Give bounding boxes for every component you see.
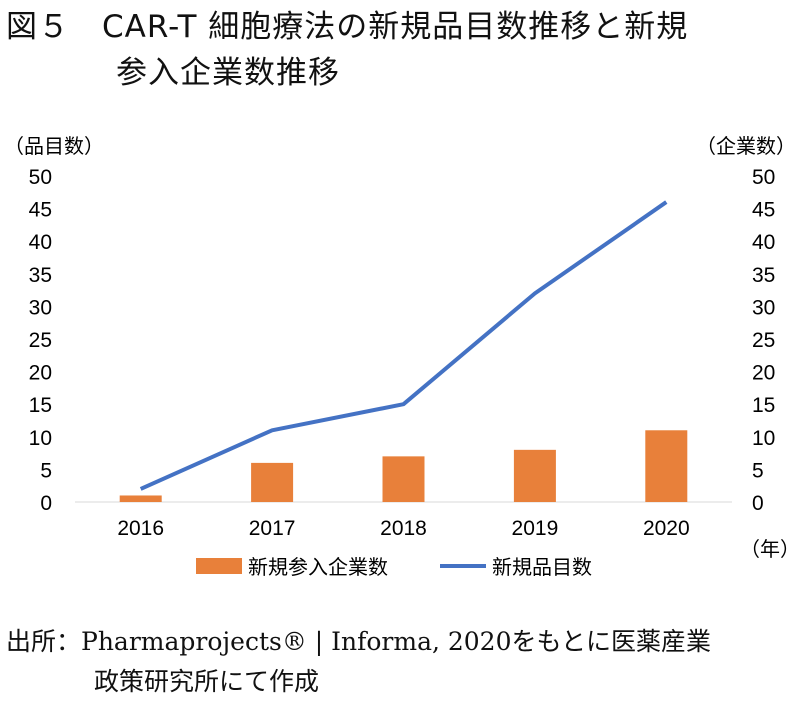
source-note: 出所：Pharmaprojects® | Informa, 2020をもとに医薬…	[6, 622, 711, 702]
x-tick-label: 2016	[117, 517, 164, 540]
right-tick-label: 15	[752, 394, 775, 417]
left-tick-label: 45	[29, 199, 52, 222]
left-tick-label: 5	[40, 459, 52, 482]
right-tick-label: 25	[752, 329, 775, 352]
x-tick-label: 2017	[249, 517, 296, 540]
right-tick-label: 30	[752, 296, 775, 319]
left-tick-label: 20	[29, 362, 52, 385]
source-line-2: 政策研究所にて作成	[94, 667, 320, 696]
left-tick-label: 25	[29, 329, 52, 352]
x-tick-label: 2018	[380, 517, 427, 540]
right-tick-label: 40	[752, 231, 775, 254]
right-tick-label: 35	[752, 264, 775, 287]
left-tick-label: 30	[29, 296, 52, 319]
chart-title: 図５ CAR-T 細胞療法の新規品目数推移と新規 参入企業数推移	[6, 4, 688, 96]
bar	[645, 430, 688, 502]
bar	[251, 462, 294, 502]
left-tick-label: 0	[40, 492, 52, 515]
title-line-2: 参入企業数推移	[116, 55, 340, 91]
right-tick-label: 5	[752, 459, 764, 482]
left-tick-label: 35	[29, 264, 52, 287]
bar	[382, 456, 425, 502]
right-tick-label: 50	[752, 166, 775, 189]
line-series	[139, 200, 668, 491]
right-tick-label: 0	[752, 492, 764, 515]
x-tick-label: 2019	[512, 517, 559, 540]
legend-bar-swatch	[196, 558, 242, 574]
legend-bar-label: 新規参入企業数	[248, 556, 388, 579]
right-tick-label: 10	[752, 427, 775, 450]
right-axis-label: （企業数）	[696, 135, 796, 158]
bar	[119, 495, 162, 502]
bar	[513, 449, 556, 502]
left-axis-label: （品目数）	[4, 135, 104, 158]
source-line-1: 出所：Pharmaprojects® | Informa, 2020をもとに医薬…	[6, 627, 711, 656]
left-tick-label: 50	[29, 166, 52, 189]
left-tick-label: 40	[29, 231, 52, 254]
left-tick-label: 10	[29, 427, 52, 450]
left-tick-label: 15	[29, 394, 52, 417]
x-tick-label: 2020	[643, 517, 690, 540]
legend-line-label: 新規品目数	[492, 556, 592, 579]
right-tick-label: 45	[752, 199, 775, 222]
x-axis-label: （年）	[740, 538, 800, 561]
right-tick-label: 20	[752, 362, 775, 385]
title-line-1: 図５ CAR-T 細胞療法の新規品目数推移と新規	[6, 9, 689, 45]
